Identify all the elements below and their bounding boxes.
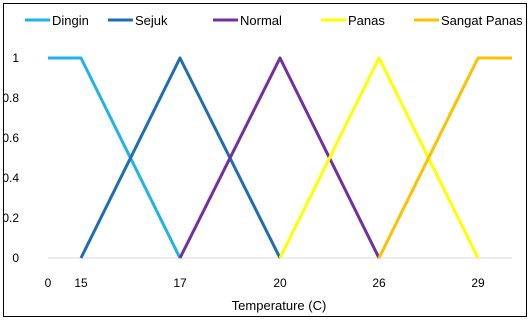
- y-tick-label: 0: [12, 251, 19, 265]
- series-line-normal: [178, 56, 381, 259]
- legend: Dingin Sejuk Normal Panas Sangat Panas: [25, 13, 523, 28]
- x-tick-label: 26: [372, 276, 386, 290]
- x-tick-label: 29: [471, 276, 485, 290]
- y-axis: 0 0.2 0.4 0.6 0.8 1: [2, 51, 19, 265]
- y-tick-label: 0.8: [2, 91, 19, 105]
- x-axis: 0 15 17 20 26 29: [45, 257, 512, 290]
- series-line-sejuk: [79, 56, 282, 259]
- y-tick-label: 0.6: [2, 131, 19, 145]
- legend-label: Dingin: [52, 13, 89, 28]
- legend-label: Normal: [240, 13, 282, 28]
- plot-area: [48, 56, 512, 259]
- x-tick-label: 17: [173, 276, 187, 290]
- series-line-panas: [278, 56, 480, 259]
- x-axis-title: Temperature (C): [232, 298, 327, 313]
- y-tick-label: 1: [12, 51, 19, 65]
- x-tick-label: 0: [45, 276, 52, 290]
- x-tick-label: 20: [273, 276, 287, 290]
- chart-frame: [3, 3, 527, 317]
- x-tick-label: 15: [74, 276, 88, 290]
- y-tick-label: 0.4: [2, 171, 19, 185]
- legend-label: Panas: [348, 13, 385, 28]
- legend-label: Sangat Panas: [441, 13, 523, 28]
- legend-label: Sejuk: [135, 13, 168, 28]
- series-line-dingin: [48, 56, 182, 259]
- y-tick-label: 0.2: [2, 211, 19, 225]
- series-line-sangat-panas: [377, 56, 512, 259]
